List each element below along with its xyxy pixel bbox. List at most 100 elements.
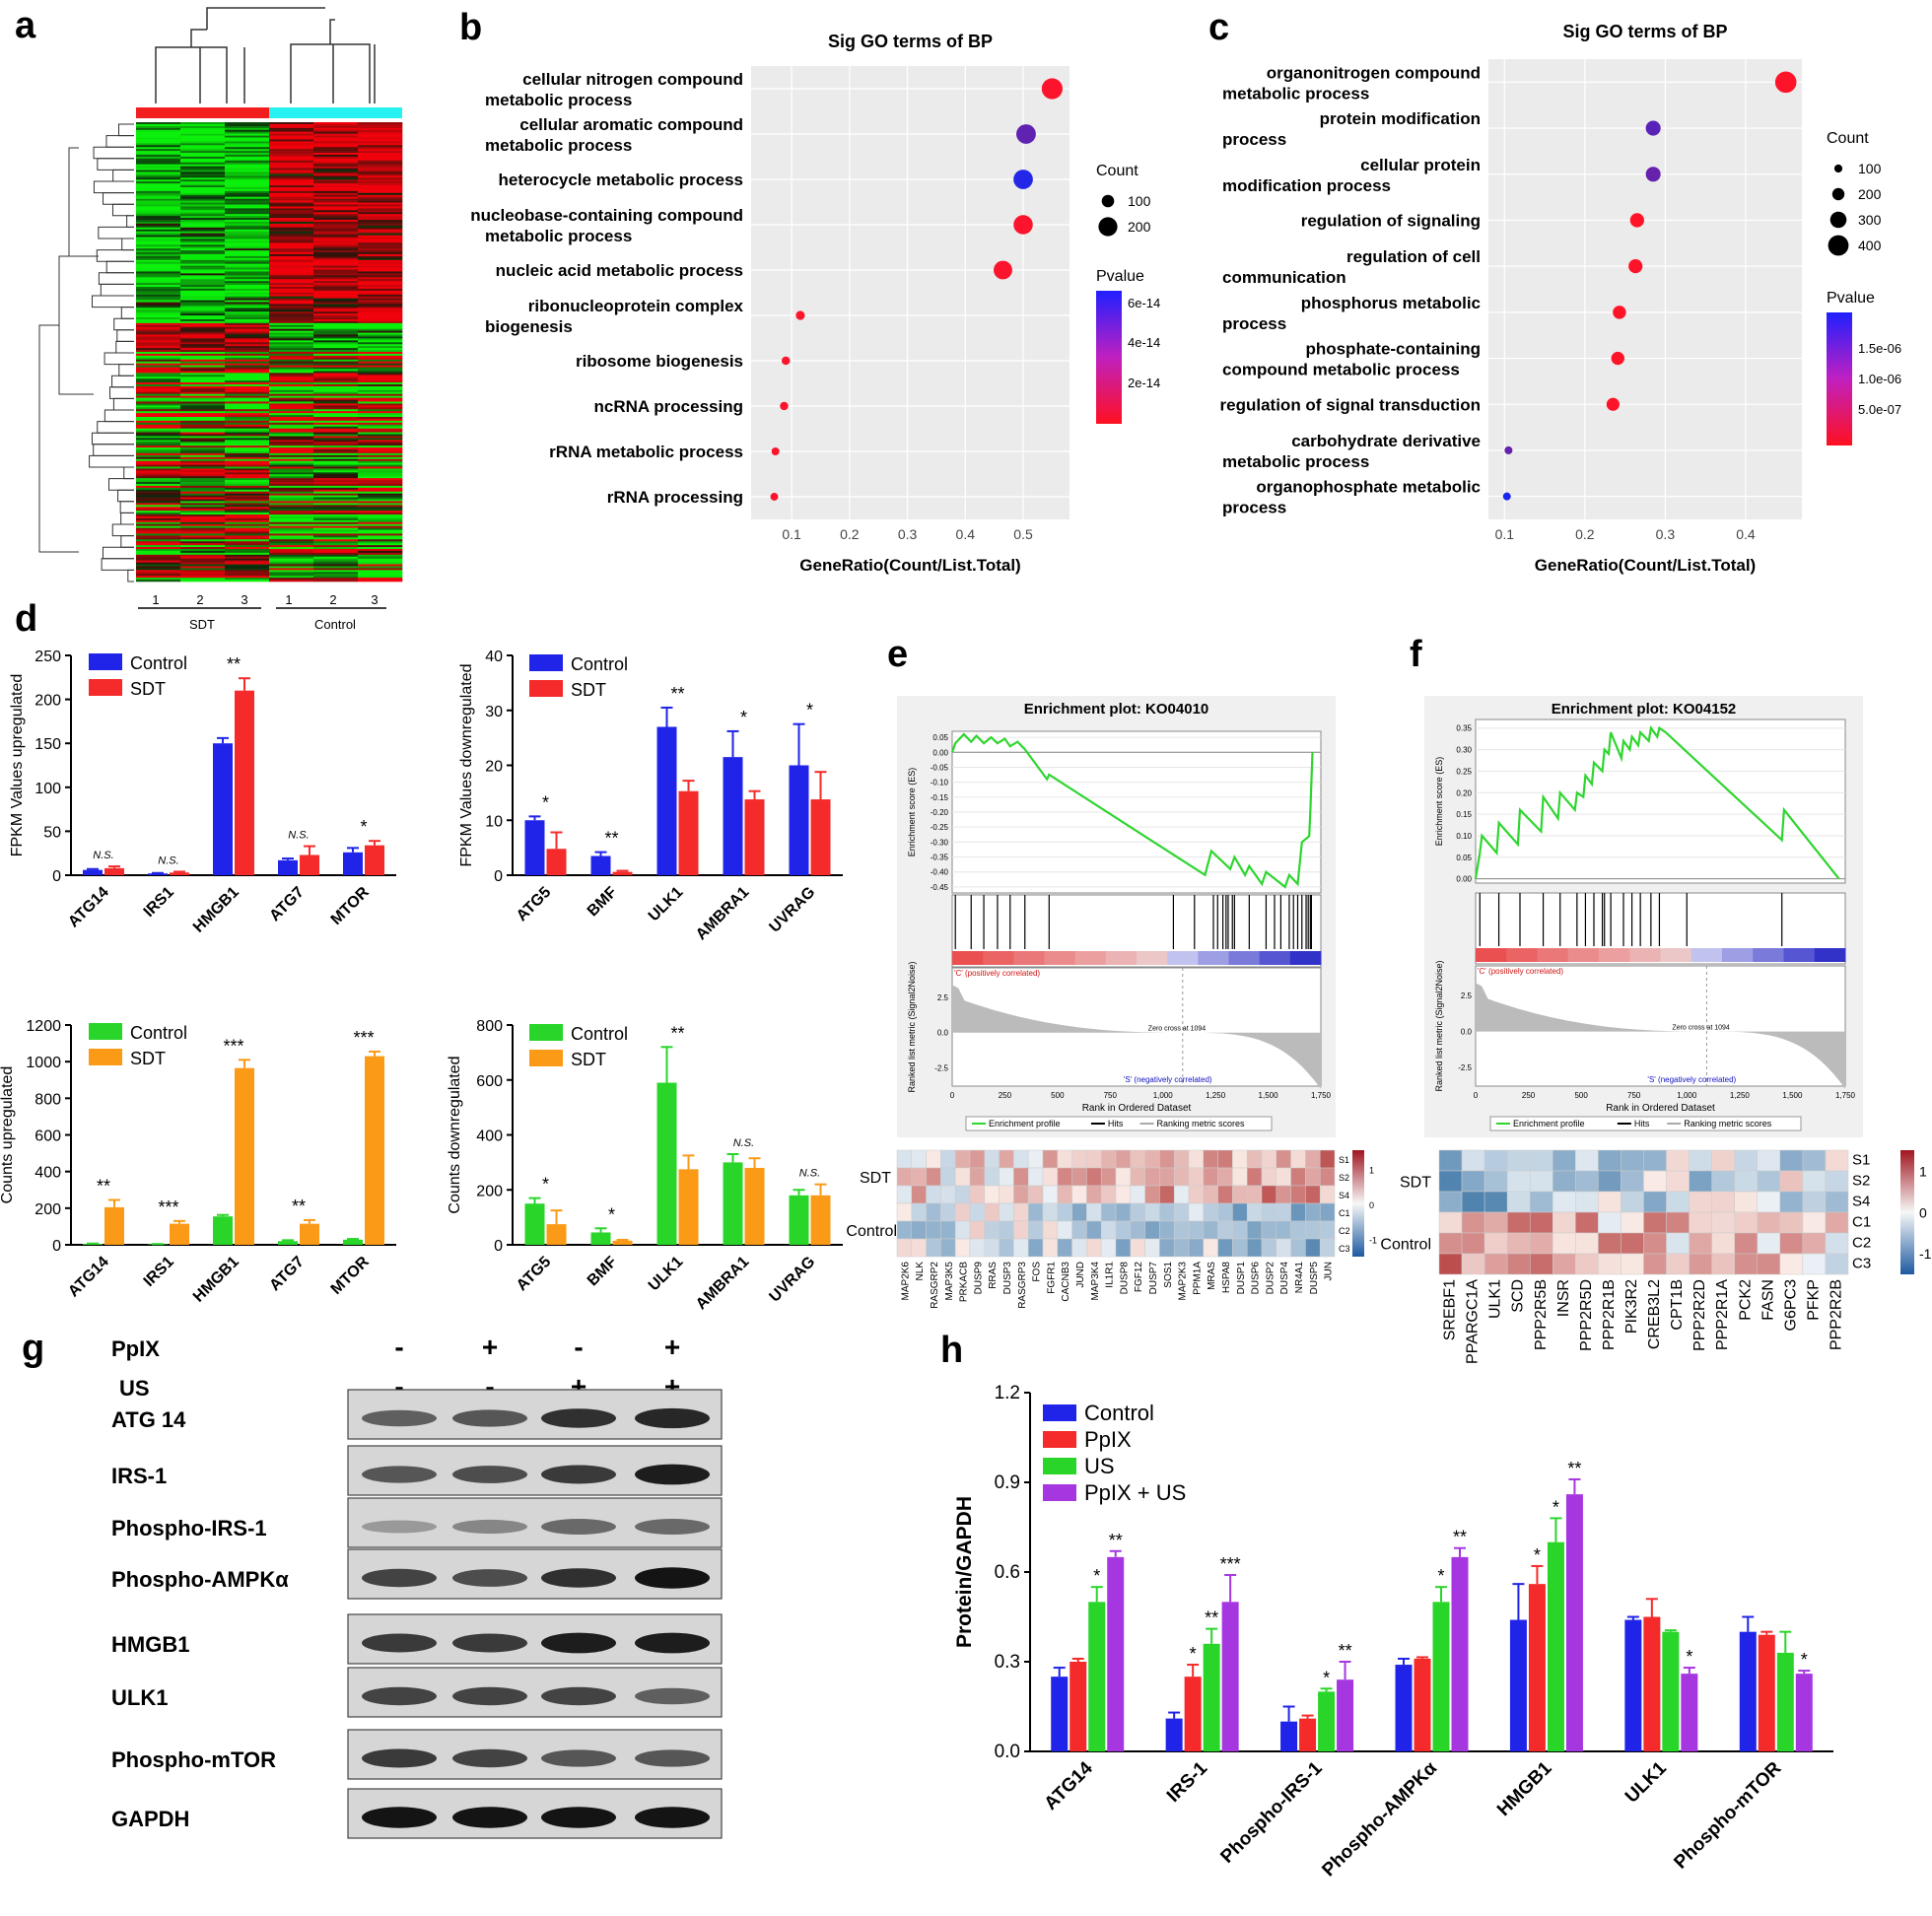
heatmap-cell <box>313 413 359 416</box>
heatmap-cell <box>269 332 314 335</box>
heatmap-cell <box>313 438 359 441</box>
heatmap-cell <box>225 491 270 494</box>
heatmap-cell <box>225 434 270 437</box>
heatmap-cell <box>269 385 314 389</box>
heatmap-cell <box>269 283 314 286</box>
gene-heatmap-cell <box>1666 1253 1690 1275</box>
gene-heatmap-cell <box>1643 1149 1667 1172</box>
heatmap-cell <box>136 480 181 483</box>
heatmap-cell <box>313 458 359 461</box>
dendrogram-branch <box>38 147 99 553</box>
heatmap-cell <box>358 445 403 448</box>
gene-heatmap-cell <box>1027 1238 1044 1258</box>
heatmap-cell <box>225 564 270 567</box>
heatmap-cell <box>225 188 270 192</box>
heatmap-cell <box>225 220 270 223</box>
bar <box>590 855 611 875</box>
heatmap-cell <box>269 560 314 563</box>
heatmap-cell <box>358 326 403 329</box>
gene-heatmap-cell <box>1261 1167 1277 1187</box>
heatmap-cell <box>136 434 181 437</box>
gene-heatmap-cell <box>1115 1220 1132 1240</box>
gene-heatmap-cell <box>969 1167 986 1187</box>
heatmap-cell <box>180 371 226 374</box>
protein-band <box>362 1686 437 1706</box>
term-label: ribosome biogenesis <box>576 352 743 371</box>
heatmap-cell <box>136 550 181 554</box>
heatmap-cell <box>358 399 403 402</box>
heatmap-cell <box>136 554 181 558</box>
x-category-label: ATG7 <box>266 884 307 924</box>
heatmap-cell <box>225 470 270 473</box>
heatmap-cell <box>358 135 403 138</box>
heatmap-cell <box>313 277 359 280</box>
heatmap-cell <box>313 267 359 270</box>
bar <box>343 852 363 875</box>
heatmap-cell <box>269 525 314 528</box>
heatmap-cell <box>136 529 181 532</box>
bar <box>1565 1494 1583 1751</box>
sample-tick: 3 <box>371 592 378 607</box>
treatment-label: PpIX <box>111 1336 160 1361</box>
heatmap-cell <box>358 470 403 473</box>
heatmap-cell <box>269 267 314 270</box>
heatmap-cell <box>136 308 181 310</box>
heatmap-cell <box>358 170 403 172</box>
significance-mark: N.S. <box>799 1168 820 1180</box>
dendrogram-branch <box>206 7 325 30</box>
heatmap-cell <box>180 237 226 240</box>
gene-heatmap-cell <box>1086 1167 1102 1187</box>
heatmap-cell <box>180 286 226 290</box>
heatmap-cell <box>136 127 181 131</box>
legend-swatch <box>529 654 563 671</box>
heatmap-cell <box>136 527 181 530</box>
heatmap-cell <box>269 143 314 146</box>
heatmap-cell <box>180 328 226 331</box>
heatmap-cell <box>136 153 181 156</box>
significance-mark: * <box>542 792 549 812</box>
term-label: nucleic acid metabolic process <box>496 261 743 280</box>
y-tick-label: 600 <box>34 1129 61 1145</box>
gene-heatmap-cell <box>911 1185 927 1204</box>
heatmap-cell <box>225 519 270 523</box>
gene-heatmap-cell <box>1757 1211 1781 1234</box>
heatmap-cell <box>225 440 270 443</box>
heatmap-cell <box>225 141 270 144</box>
heatmap-cell <box>269 399 314 402</box>
heatmap-cell <box>358 389 403 393</box>
heatmap-cell <box>136 468 181 471</box>
legend-size-label: 100 <box>1858 161 1882 176</box>
heatmap-cell <box>269 185 314 188</box>
term-label: process <box>1222 314 1286 333</box>
legend-size-dot <box>1831 187 1845 201</box>
gene-heatmap-cell <box>1276 1149 1291 1169</box>
y-tick-label: 0.15 <box>1456 810 1472 819</box>
heatmap-cell <box>269 472 314 475</box>
protein-band <box>635 1687 710 1705</box>
protein-band <box>541 1568 616 1588</box>
x-category-label: HMGB1 <box>190 884 242 936</box>
dendrogram-branch <box>121 238 134 251</box>
heatmap-cell <box>313 275 359 278</box>
heatmap-cell <box>269 491 314 494</box>
heatmap-cell <box>225 442 270 445</box>
heatmap-cell <box>358 430 403 433</box>
bar <box>1432 1602 1450 1751</box>
heatmap-cell <box>313 363 359 366</box>
gene-heatmap-cell <box>1144 1185 1160 1204</box>
heatmap-cell <box>136 181 181 184</box>
color-scale-tick: 0 <box>1919 1204 1927 1220</box>
legend-size-dot <box>1101 194 1115 208</box>
term-label: metabolic process <box>485 227 632 245</box>
chart-title: Enrichment plot: KO04152 <box>1552 701 1737 718</box>
heatmap-cell <box>225 246 270 249</box>
heatmap-cell <box>136 501 181 504</box>
heatmap-cell <box>180 170 226 172</box>
heatmap-cell <box>313 384 359 387</box>
heatmap-cell <box>358 231 403 234</box>
heatmap-cell <box>313 231 359 234</box>
gene-heatmap-cell <box>1506 1149 1531 1172</box>
heatmap-cell <box>313 424 359 428</box>
heatmap-cell <box>136 229 181 232</box>
